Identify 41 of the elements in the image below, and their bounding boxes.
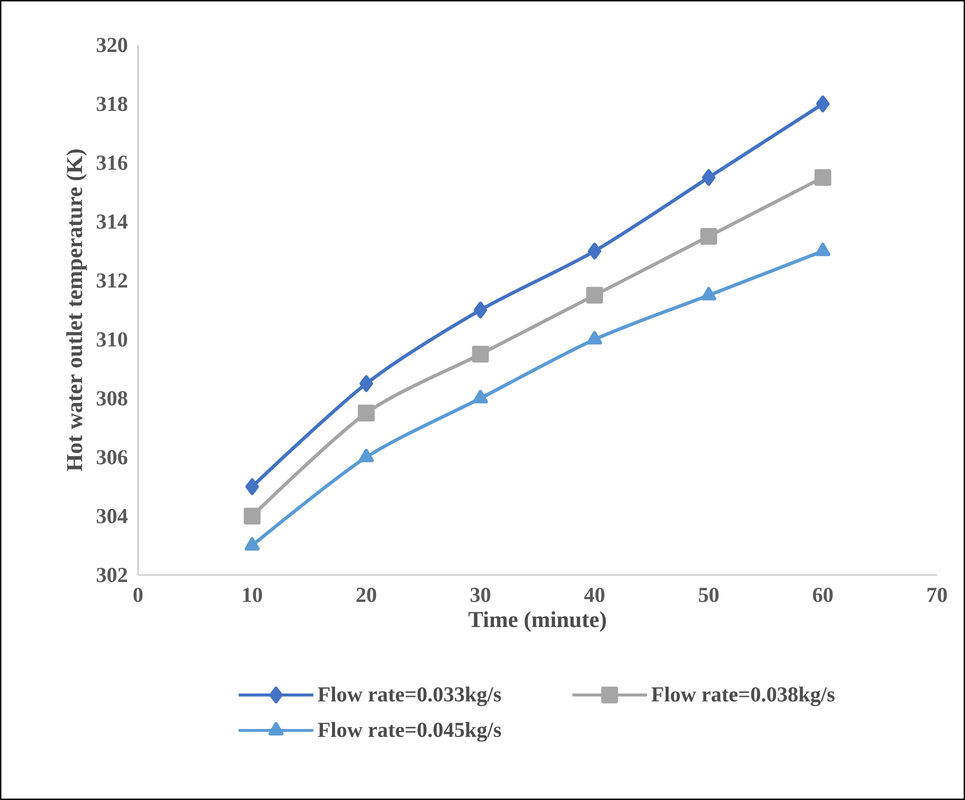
y-tick-label: 306 (96, 450, 128, 464)
point (474, 302, 488, 318)
point (358, 404, 375, 422)
x-tick-label: 20 (356, 588, 376, 602)
legend-label: Flow rate=0.033kg/s (318, 686, 501, 706)
y-tick-label: 308 (96, 391, 128, 406)
point (360, 375, 374, 392)
point (244, 508, 261, 525)
y-tick-label: 304 (96, 508, 128, 524)
y-tick-label: 314 (96, 214, 128, 229)
point (472, 390, 488, 404)
x-tick-label: 60 (812, 588, 833, 602)
point (815, 242, 830, 256)
y-axis-title: Hot water outlet temperature (K) (66, 149, 87, 472)
point (816, 95, 830, 112)
x-tick-label: 40 (584, 588, 604, 602)
point (701, 286, 716, 300)
point (358, 448, 374, 462)
y-tick-label: 310 (96, 332, 128, 347)
x-tick-label: 0 (133, 588, 143, 602)
point (702, 169, 716, 186)
point (586, 286, 603, 304)
y-tick-label: 302 (96, 568, 128, 582)
y-tick-label: 318 (96, 96, 128, 112)
point (472, 346, 489, 363)
x-tick-label: 50 (698, 588, 719, 602)
point (700, 228, 718, 245)
x-tick-label: 30 (470, 588, 490, 602)
x-tick-label: 10 (243, 588, 262, 602)
point (244, 537, 260, 551)
point (587, 331, 602, 345)
point (588, 242, 602, 260)
legend-label: Flow rate=0.045kg/s (318, 722, 501, 742)
y-tick-label: 312 (96, 273, 128, 288)
x-axis-title: Time (minute) (468, 611, 606, 632)
y-tick-label: 320 (96, 38, 128, 52)
y-tick-label: 316 (96, 156, 128, 170)
point (814, 169, 832, 186)
legend-label: Flow rate=0.038kg/s (651, 686, 835, 706)
point (245, 478, 259, 496)
x-tick-label: 70 (928, 588, 947, 602)
